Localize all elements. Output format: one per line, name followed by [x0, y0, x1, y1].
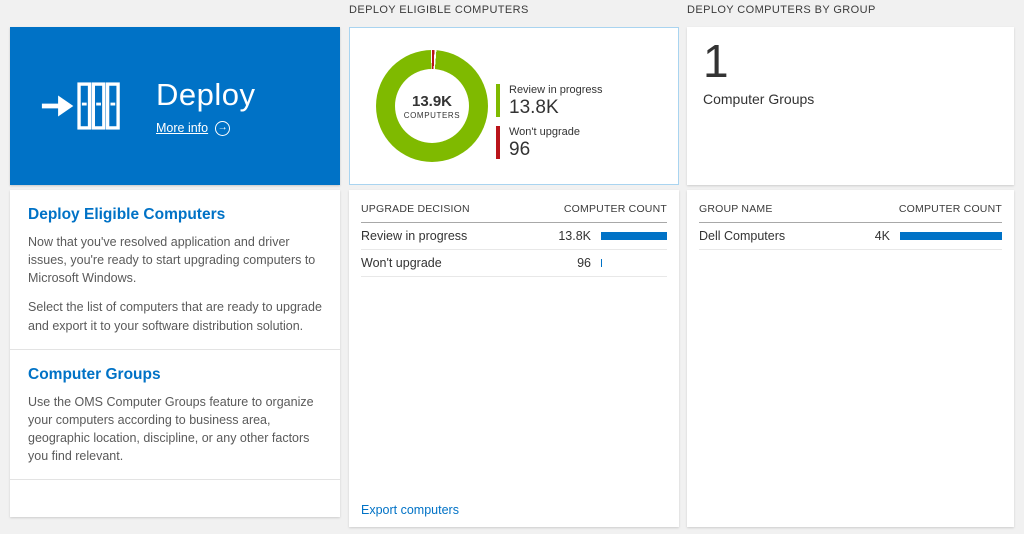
upgrade-decision-table-panel: UPGRADE DECISION COMPUTER COUNT Review i… [349, 190, 679, 527]
right-column-header: DEPLOY COMPUTERS BY GROUP [687, 4, 876, 16]
table-row-wont-upgrade[interactable]: Won't upgrade 96 [361, 250, 667, 277]
legend-text: Won't upgrade 96 [509, 126, 580, 161]
legend-label: Won't upgrade [509, 126, 581, 138]
column-header-computer-count: COMPUTER COUNT [563, 203, 667, 215]
section-heading: Computer Groups [28, 365, 161, 383]
column-header-computer-count: COMPUTER COUNT [898, 203, 1002, 215]
section-paragraph: Select the list of computers that are re… [28, 300, 322, 333]
row-label: Dell Computers [699, 229, 786, 243]
deploy-tile[interactable]: Deploy More info → [10, 27, 340, 185]
legend-text: Review in progress 13.8K [509, 84, 603, 119]
arrow-circle-icon: → [215, 120, 231, 136]
groups-table-panel: GROUP NAME COMPUTER COUNT Dell Computers… [687, 190, 1014, 527]
donut-center: 13.9K COMPUTERS [395, 69, 469, 143]
row-value: 13.8K [558, 229, 591, 243]
export-computers-link[interactable]: Export computers [361, 503, 459, 517]
row-value: 96 [577, 256, 591, 270]
row-value: 4K [874, 229, 890, 243]
row-label: Won't upgrade [361, 256, 442, 270]
column-header-upgrade-decision: UPGRADE DECISION [361, 203, 470, 215]
computer-groups-summary-card[interactable]: 1 Computer Groups [687, 27, 1014, 185]
group-count-value: 1 [703, 35, 729, 87]
table-header-row: UPGRADE DECISION COMPUTER COUNT [361, 190, 667, 223]
table-row-review-in-progress[interactable]: Review in progress 13.8K [361, 223, 667, 250]
donut-chart[interactable]: 13.9K COMPUTERS [376, 50, 488, 162]
bar-track [900, 232, 1002, 240]
section-deploy-eligible-computers: Deploy Eligible Computers Now that you'v… [10, 190, 340, 350]
middle-column-header: DEPLOY ELIGIBLE COMPUTERS [349, 4, 529, 16]
legend-label: Review in progress [509, 84, 603, 96]
count-bar [601, 259, 602, 267]
legend-item-wont-upgrade: Won't upgrade 96 [496, 126, 603, 161]
legend-swatch-green [496, 84, 500, 117]
deploy-tile-text: Deploy More info → [156, 77, 256, 136]
table-header-row: GROUP NAME COMPUTER COUNT [699, 190, 1002, 223]
description-panel: Deploy Eligible Computers Now that you'v… [10, 190, 340, 517]
section-spacer [10, 480, 340, 534]
deploy-icon [41, 82, 120, 130]
group-count-label: Computer Groups [703, 90, 815, 107]
deploy-tile-title: Deploy [156, 76, 256, 112]
legend-value: 96 [509, 139, 531, 160]
donut-legend: Review in progress 13.8K Won't upgrade 9… [496, 84, 603, 161]
bar-track [601, 259, 667, 267]
table-row-dell-computers[interactable]: Dell Computers 4K [699, 223, 1002, 250]
count-bar [900, 232, 1002, 240]
column-header-group-name: GROUP NAME [699, 203, 773, 215]
count-bar [601, 232, 667, 240]
legend-value: 13.8K [509, 97, 559, 118]
row-label: Review in progress [361, 229, 468, 243]
section-computer-groups: Computer Groups Use the OMS Computer Gro… [10, 350, 340, 481]
more-info-link[interactable]: More info → [156, 120, 256, 136]
section-paragraph: Now that you've resolved application and… [28, 235, 316, 286]
legend-swatch-red [496, 126, 500, 159]
donut-center-label: COMPUTERS [403, 110, 461, 120]
section-paragraph: Use the OMS Computer Groups feature to o… [28, 394, 314, 463]
bar-track [601, 232, 667, 240]
section-heading: Deploy Eligible Computers [28, 206, 226, 223]
eligible-computers-chart-card[interactable]: 13.9K COMPUTERS Review in progress 13.8K… [349, 27, 679, 185]
donut-center-value: 13.9K [411, 92, 453, 110]
legend-item-review-in-progress: Review in progress 13.8K [496, 84, 603, 119]
more-info-label: More info [156, 121, 209, 135]
